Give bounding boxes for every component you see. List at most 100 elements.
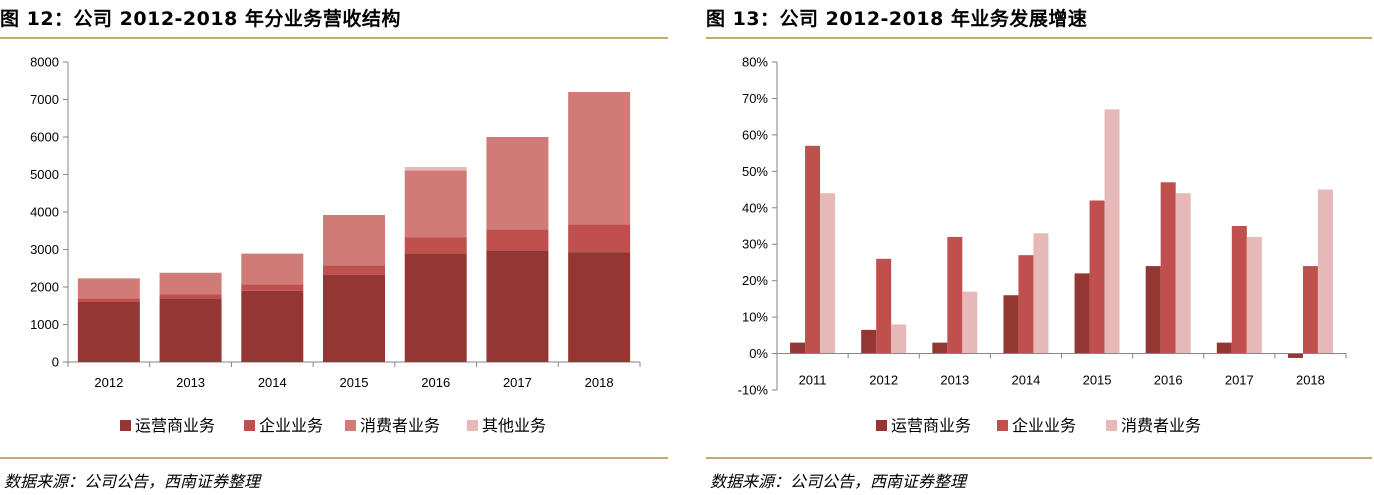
x-tick-label: 2013 bbox=[940, 373, 969, 388]
source-note: 数据来源：公司公告，西南证券整理 bbox=[4, 472, 261, 491]
legend-label: 消费者业务 bbox=[360, 416, 440, 435]
bar-segment bbox=[77, 298, 140, 302]
bar-segment bbox=[77, 302, 140, 362]
bar bbox=[1287, 353, 1303, 358]
bar bbox=[1104, 109, 1120, 354]
bar-segment bbox=[159, 272, 222, 295]
bar bbox=[1018, 255, 1034, 354]
bar bbox=[1231, 226, 1247, 354]
bar bbox=[1074, 273, 1090, 354]
y-tick-label: 80% bbox=[742, 55, 768, 70]
stacked-revenue-chart: 0 1000 2000 3000 4000 5000 6000 7000 8000 2012 201… bbox=[30, 55, 641, 435]
bar bbox=[962, 291, 978, 354]
bar-segment bbox=[404, 167, 467, 171]
bar-segment bbox=[404, 253, 467, 362]
bar-segment bbox=[77, 278, 140, 299]
source-rule bbox=[0, 457, 668, 459]
x-tick-label: 2014 bbox=[1011, 373, 1040, 388]
figure-title: 图 13：公司 2012-2018 年业务发展增速 bbox=[706, 8, 1088, 30]
bar bbox=[861, 329, 877, 354]
x-tick-label: 2011 bbox=[799, 373, 827, 388]
bar bbox=[1033, 233, 1049, 354]
y-tick-label: 40% bbox=[742, 200, 768, 215]
y-tick-label: 70% bbox=[742, 91, 768, 106]
bar-segment bbox=[486, 137, 549, 230]
bar-segment bbox=[404, 237, 467, 254]
x-tick-label: 2018 bbox=[1296, 373, 1325, 388]
bar bbox=[891, 324, 907, 354]
bar-segment bbox=[241, 290, 304, 362]
source-rule bbox=[706, 457, 1372, 459]
bar bbox=[1175, 193, 1191, 354]
legend-label: 企业业务 bbox=[1012, 416, 1076, 435]
y-tick-label: 0 bbox=[52, 355, 59, 370]
bar-segment bbox=[323, 274, 385, 362]
x-tick-label: 2017 bbox=[503, 375, 532, 390]
bar bbox=[932, 342, 948, 354]
bar bbox=[1003, 295, 1019, 354]
y-tick-label: 0% bbox=[749, 346, 768, 361]
bar-segment bbox=[323, 265, 385, 275]
y-tick-label: 5000 bbox=[30, 167, 59, 182]
bar-segment bbox=[159, 299, 222, 362]
legend-swatch bbox=[345, 420, 356, 431]
bar bbox=[947, 236, 963, 354]
y-tick-label: 8000 bbox=[30, 55, 59, 70]
legend-swatch bbox=[876, 420, 887, 431]
bar bbox=[876, 258, 892, 354]
y-tick-label: 4000 bbox=[30, 205, 59, 220]
bar-segment bbox=[241, 253, 304, 285]
legend-label: 运营商业务 bbox=[891, 416, 971, 435]
x-tick-label: 2015 bbox=[1083, 373, 1112, 388]
title-rule bbox=[0, 37, 668, 39]
bar bbox=[790, 342, 806, 354]
y-tick-label: 7000 bbox=[30, 92, 59, 107]
bar-segment bbox=[568, 92, 631, 225]
x-tick-label: 2014 bbox=[258, 375, 287, 390]
legend-swatch bbox=[1106, 420, 1117, 431]
y-tick-label: 50% bbox=[742, 164, 768, 179]
figure-title: 图 12：公司 2012-2018 年分业务营收结构 bbox=[0, 8, 401, 30]
x-tick-label: 2016 bbox=[421, 375, 450, 390]
x-tick-label: 2016 bbox=[1154, 373, 1183, 388]
y-tick-label: 60% bbox=[742, 127, 768, 142]
y-tick-label: 3000 bbox=[30, 242, 59, 257]
x-tick-label: 2012 bbox=[94, 375, 123, 390]
bar-segment bbox=[241, 284, 304, 291]
bar-segment bbox=[568, 224, 631, 253]
bar bbox=[1089, 200, 1105, 354]
legend-swatch bbox=[120, 420, 131, 431]
x-tick-label: 2012 bbox=[869, 373, 898, 388]
y-tick-label: -10% bbox=[738, 383, 769, 398]
bar-segment bbox=[568, 252, 631, 362]
bar bbox=[1216, 342, 1232, 354]
bar bbox=[1317, 189, 1333, 354]
growth-rate-chart: -10% 0% 10% 20% 30% 40% 50% 60% 70% 80% 2011 2012 20… bbox=[738, 55, 1347, 435]
legend-label: 消费者业务 bbox=[1121, 416, 1201, 435]
x-tick-label: 2017 bbox=[1225, 373, 1254, 388]
bar bbox=[1246, 236, 1262, 354]
source-note: 数据来源：公司公告，西南证券整理 bbox=[710, 472, 967, 491]
figure-12-panel: 图 12：公司 2012-2018 年分业务营收结构 0 1000 2000 3000… bbox=[0, 0, 668, 495]
x-tick-label: 2015 bbox=[340, 375, 369, 390]
bar-segment bbox=[486, 250, 549, 362]
title-rule bbox=[706, 37, 1372, 39]
x-tick-label: 2013 bbox=[176, 375, 205, 390]
y-tick-label: 30% bbox=[742, 237, 768, 252]
y-tick-label: 6000 bbox=[30, 130, 59, 145]
bar-segment bbox=[159, 294, 222, 299]
legend-label: 企业业务 bbox=[259, 416, 323, 435]
legend-swatch bbox=[467, 420, 478, 431]
bar bbox=[820, 193, 836, 354]
legend-swatch bbox=[997, 420, 1008, 431]
bar-segment bbox=[404, 170, 467, 238]
bar bbox=[805, 145, 821, 354]
legend-swatch bbox=[244, 420, 255, 431]
x-tick-label: 2018 bbox=[585, 375, 614, 390]
y-tick-label: 20% bbox=[742, 273, 768, 288]
figure-13-panel: 图 13：公司 2012-2018 年业务发展增速 -10% 0% 10% 20% 30… bbox=[706, 0, 1372, 495]
legend-label: 其他业务 bbox=[482, 416, 546, 435]
y-tick-label: 2000 bbox=[30, 280, 59, 295]
bar bbox=[1160, 182, 1176, 354]
bar bbox=[1302, 266, 1318, 354]
